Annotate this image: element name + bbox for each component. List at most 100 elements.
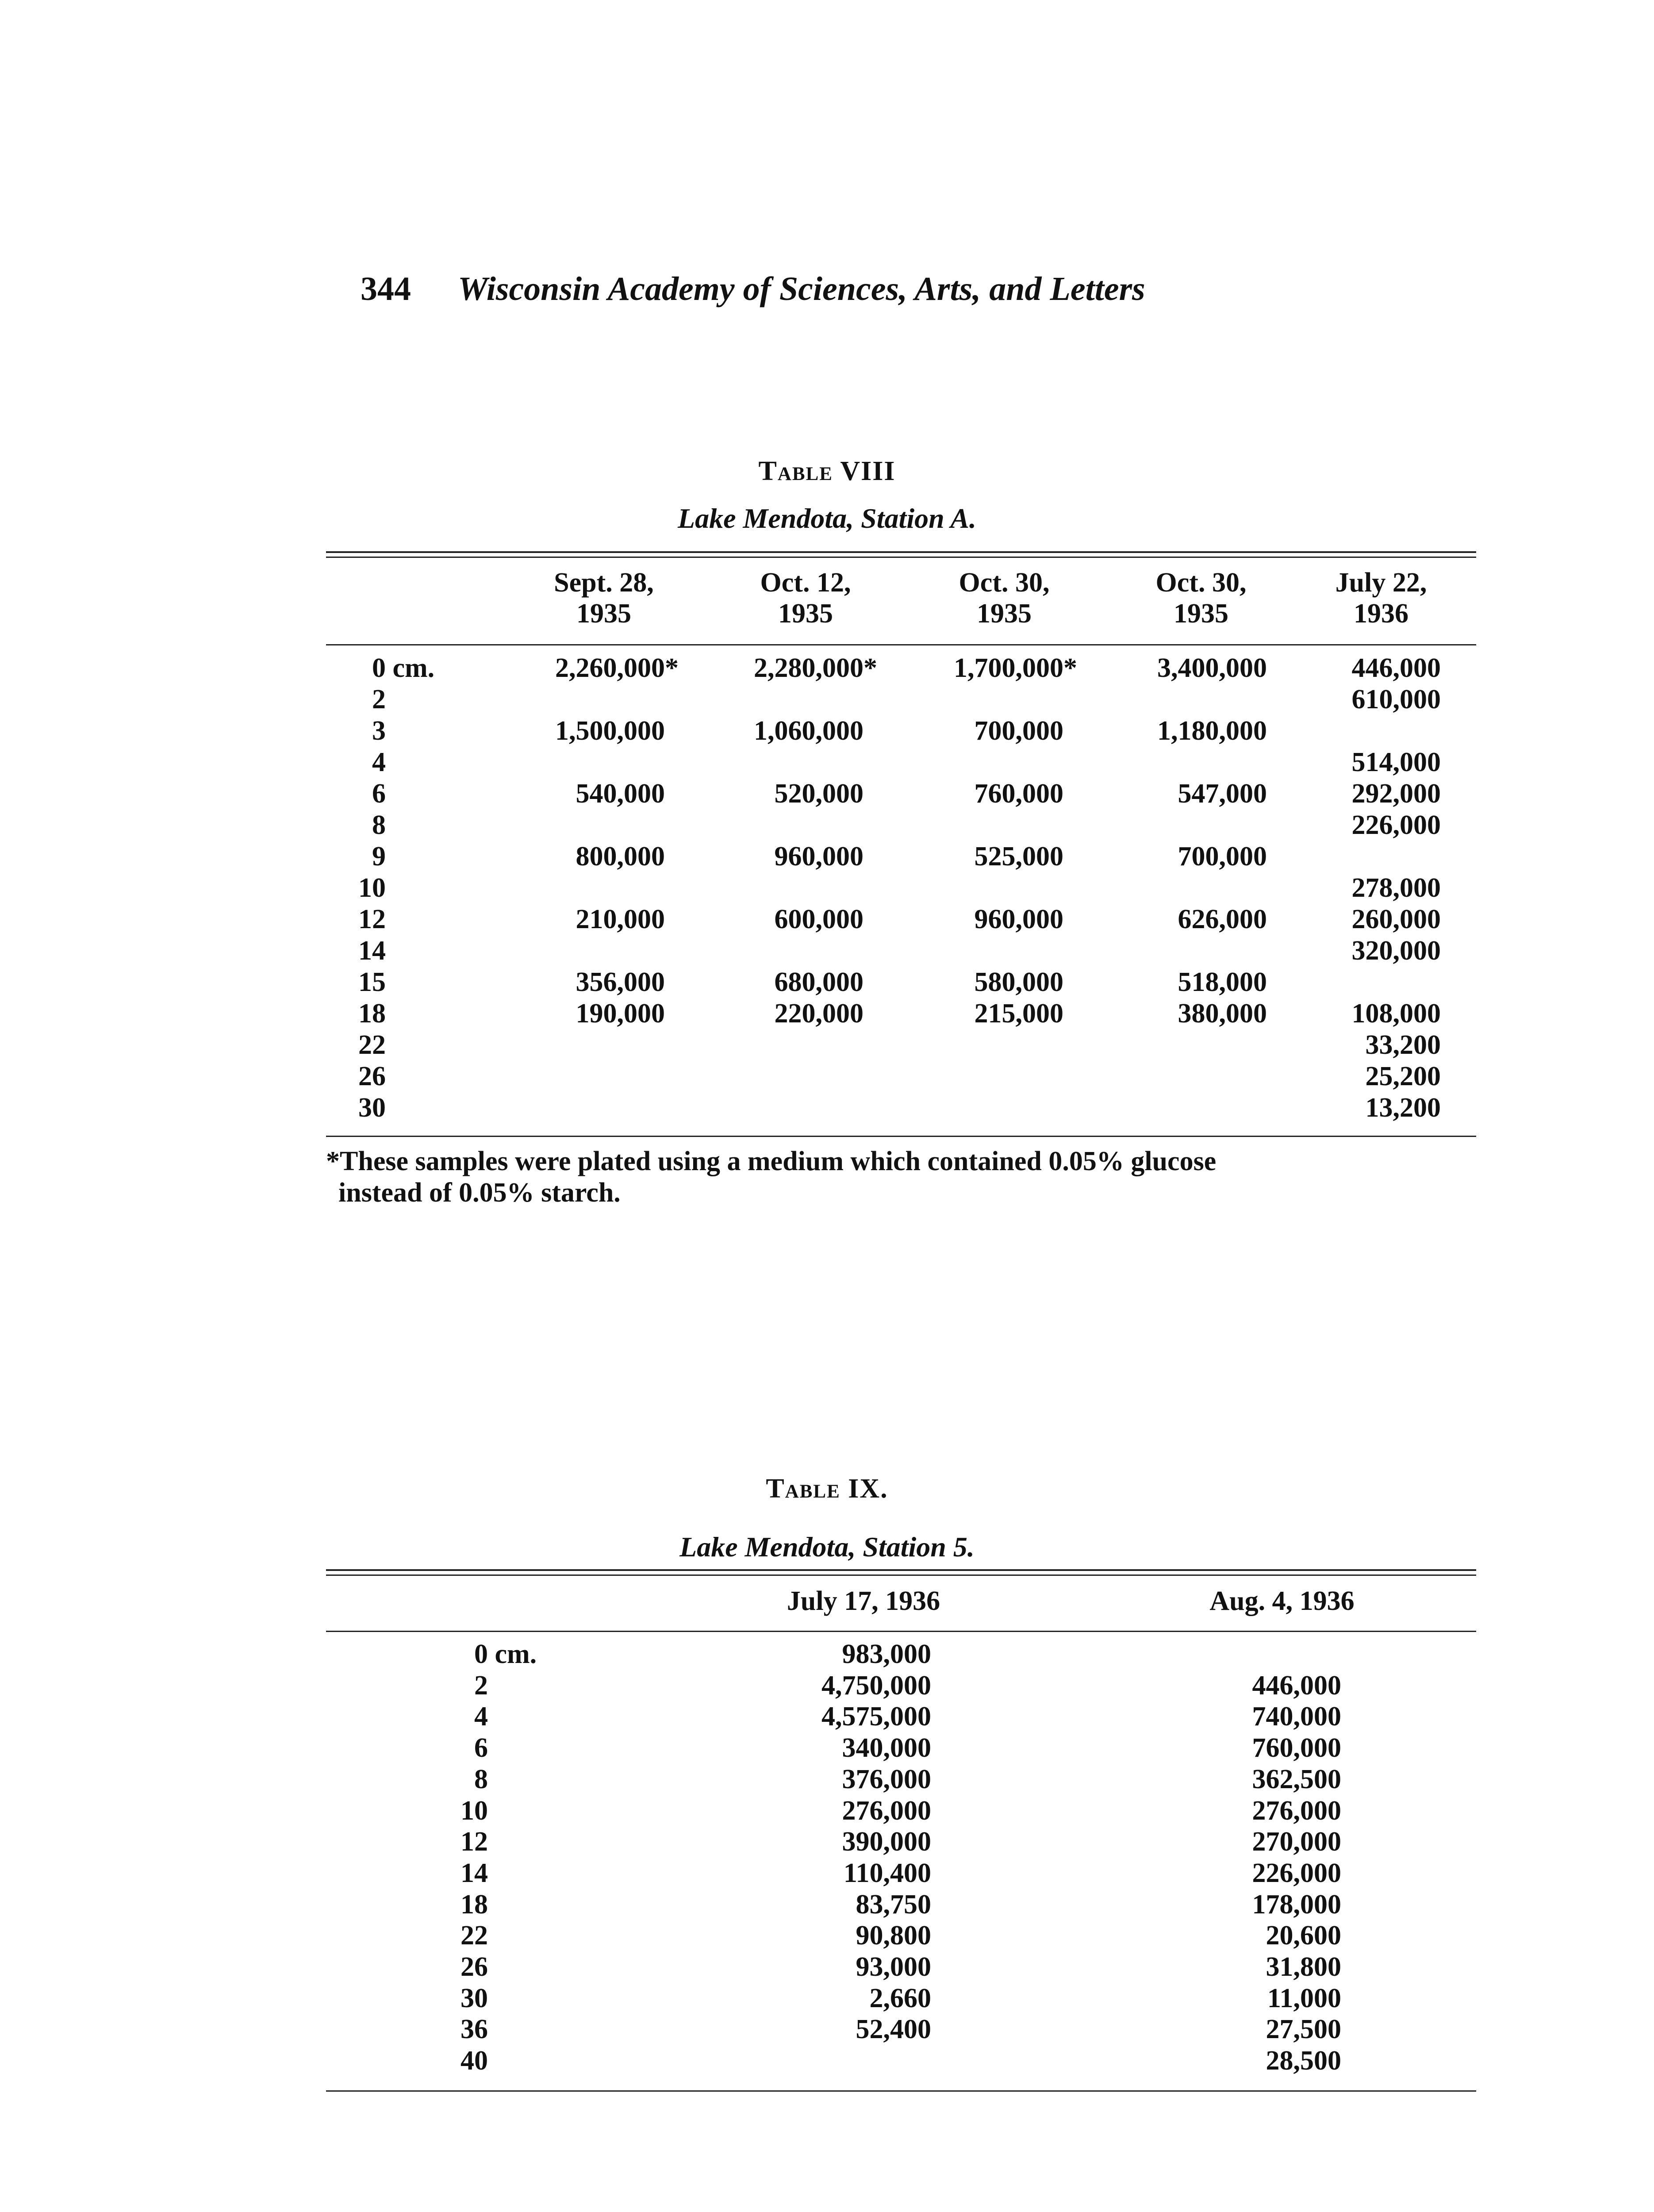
table8-column-header-line1: Sept. 28, bbox=[554, 568, 654, 598]
table8-cell: 2,260,000* bbox=[555, 653, 679, 683]
table9-cell: 110,400 bbox=[843, 1858, 931, 1888]
table8-cell: 320,000 bbox=[1351, 936, 1441, 966]
depth-value: 10 bbox=[461, 1795, 488, 1826]
table8-cell: 33,200 bbox=[1365, 1030, 1441, 1060]
table9-cell: 276,000 bbox=[1252, 1795, 1342, 1826]
table9-cell: 178,000 bbox=[1252, 1889, 1342, 1920]
depth-label: 26 bbox=[120, 1061, 386, 1092]
table8-cell: 525,000 bbox=[974, 841, 1064, 872]
depth-label: 14 bbox=[223, 1858, 488, 1889]
depth-label: 14 bbox=[120, 935, 386, 966]
table8-cell: 190,000 bbox=[576, 998, 665, 1029]
depth-label: 6 bbox=[120, 778, 386, 809]
table9-cell: 446,000 bbox=[1252, 1670, 1342, 1701]
table9-cell: 270,000 bbox=[1252, 1827, 1342, 1857]
table8-cell: 25,200 bbox=[1365, 1061, 1441, 1091]
table8-cell: 210,000 bbox=[576, 904, 665, 934]
depth-label: 22 bbox=[223, 1920, 488, 1951]
table8-column-header-line2: 1935 bbox=[1174, 599, 1228, 629]
table8-cell: 800,000 bbox=[576, 841, 665, 872]
table9-cell: 90,800 bbox=[856, 1920, 932, 1951]
table9-cell: 760,000 bbox=[1252, 1733, 1342, 1763]
table8-column-header-line2: 1935 bbox=[778, 599, 833, 629]
depth-label: 36 bbox=[223, 2014, 488, 2045]
table8-cell: 356,000 bbox=[576, 967, 665, 997]
table9-header-rule bbox=[326, 1631, 1476, 1632]
table9-column-header: July 17, 1936 bbox=[787, 1586, 940, 1616]
depth-value: 26 bbox=[461, 1952, 488, 1982]
depth-value: 14 bbox=[461, 1858, 488, 1888]
depth-value: 10 bbox=[358, 873, 386, 903]
depth-label: 8 bbox=[223, 1764, 488, 1795]
table8-cell: 960,000 bbox=[974, 904, 1064, 934]
table9-cell: 4,575,000 bbox=[821, 1701, 931, 1732]
depth-value: 9 bbox=[372, 841, 386, 872]
depth-label: 12 bbox=[223, 1826, 488, 1857]
table8-cell: 220,000 bbox=[774, 998, 864, 1029]
table9-cell: 83,750 bbox=[856, 1889, 932, 1920]
table8-cell: 680,000 bbox=[774, 967, 864, 997]
table8-cell: 446,000 bbox=[1351, 653, 1441, 683]
table8-subtitle: Lake Mendota, Station A. bbox=[677, 503, 977, 534]
table8-cell: 226,000 bbox=[1351, 810, 1441, 840]
table8-cell: 610,000 bbox=[1351, 684, 1441, 714]
table9-title-text: Table IX. bbox=[766, 1474, 888, 1504]
table9-cell: 362,500 bbox=[1252, 1764, 1342, 1794]
depth-label: 26 bbox=[223, 1951, 488, 1982]
depth-label: 30 bbox=[120, 1092, 386, 1123]
table9-subtitle: Lake Mendota, Station 5. bbox=[679, 1531, 975, 1563]
table8-cell: 13,200 bbox=[1365, 1093, 1441, 1123]
table8-cell: 1,500,000 bbox=[555, 716, 665, 746]
depth-label: 2 bbox=[120, 684, 386, 715]
depth-value: 2 bbox=[372, 684, 386, 714]
table8-cell: 960,000 bbox=[774, 841, 864, 872]
table8-bottom-rule bbox=[326, 1136, 1476, 1137]
table8-footnote-line2: instead of 0.05% starch. bbox=[338, 1178, 621, 1208]
table8-cell: 2,280,000* bbox=[754, 653, 877, 683]
depth-value: 18 bbox=[358, 998, 386, 1029]
depth-unit: cm. bbox=[488, 1639, 537, 1669]
depth-value: 4 bbox=[474, 1701, 488, 1732]
depth-value: 12 bbox=[358, 904, 386, 934]
running-head: Wisconsin Academy of Sciences, Arts, and… bbox=[458, 270, 1145, 307]
table8-column-header-line2: 1935 bbox=[576, 599, 631, 629]
depth-value: 14 bbox=[358, 936, 386, 966]
table8-column-header-line1: Oct. 12, bbox=[760, 568, 851, 598]
table8-cell: 1,060,000 bbox=[754, 716, 863, 746]
table8-cell: 1,180,000 bbox=[1157, 716, 1267, 746]
depth-value: 22 bbox=[358, 1030, 386, 1060]
depth-label: 3 bbox=[120, 715, 386, 746]
depth-value: 6 bbox=[474, 1733, 488, 1763]
depth-label: 30 bbox=[223, 1983, 488, 2014]
depth-value: 12 bbox=[461, 1827, 488, 1857]
table8-column-header-line1: Oct. 30, bbox=[1155, 568, 1247, 598]
depth-label: 18 bbox=[223, 1889, 488, 1920]
depth-label: 12 bbox=[120, 904, 386, 935]
depth-value: 18 bbox=[461, 1889, 488, 1920]
depth-value: 36 bbox=[461, 2014, 488, 2045]
depth-value: 30 bbox=[358, 1093, 386, 1123]
depth-value: 15 bbox=[358, 967, 386, 997]
depth-value: 0 bbox=[474, 1639, 488, 1669]
table8-cell: 1,700,000* bbox=[954, 653, 1077, 683]
table9-cell: 226,000 bbox=[1252, 1858, 1342, 1888]
depth-label: 22 bbox=[120, 1029, 386, 1060]
table9-cell: 20,600 bbox=[1266, 1920, 1342, 1951]
depth-value: 26 bbox=[358, 1061, 386, 1091]
depth-value: 8 bbox=[474, 1764, 488, 1794]
table9-top-rule-2 bbox=[326, 1575, 1476, 1576]
table8-column-header-line1: July 22, bbox=[1335, 568, 1427, 598]
table9-cell: 2,660 bbox=[869, 1983, 932, 2013]
table8-cell: 380,000 bbox=[1178, 998, 1267, 1029]
table8-cell: 514,000 bbox=[1351, 747, 1441, 777]
table8-cell: 700,000 bbox=[1178, 841, 1267, 872]
depth-label: 4 bbox=[223, 1701, 488, 1732]
table9-title: Table IX. bbox=[0, 1473, 1654, 1505]
table8-column-header-line1: Oct. 30, bbox=[959, 568, 1050, 598]
table9-bottom-rule bbox=[326, 2090, 1476, 2092]
table8-cell: 520,000 bbox=[774, 779, 864, 809]
depth-label: 18 bbox=[120, 998, 386, 1029]
table8-cell: 760,000 bbox=[974, 779, 1064, 809]
depth-value: 4 bbox=[372, 747, 386, 777]
table9-cell: 740,000 bbox=[1252, 1701, 1342, 1732]
